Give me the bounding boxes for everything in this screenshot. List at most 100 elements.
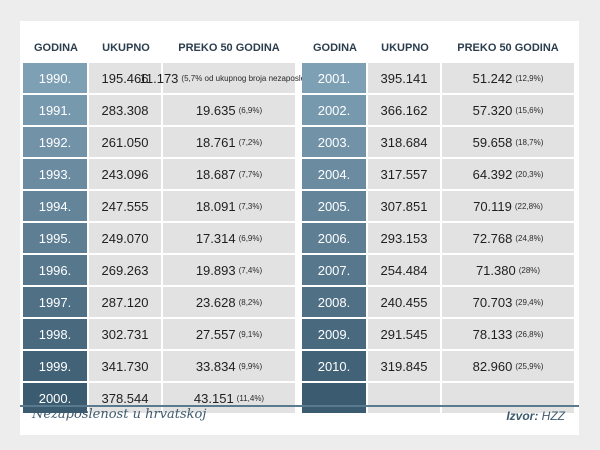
over50-cell: 23.628 (8,2%) xyxy=(163,287,295,317)
year-cell: 2008. xyxy=(302,287,368,317)
total-cell: 254.484 xyxy=(368,255,442,285)
over50-value: 51.242 xyxy=(472,70,513,86)
empty-year-cell xyxy=(302,383,368,413)
over50-percent: (9,9%) xyxy=(238,361,263,371)
footer-divider xyxy=(20,405,579,407)
year-cell: 2003. xyxy=(302,127,368,157)
year-cell: 1995. xyxy=(23,223,89,253)
over50-value: 71.380 xyxy=(475,262,516,278)
source-label: Izvor: xyxy=(506,409,539,423)
total-cell: 319.845 xyxy=(368,351,442,381)
over50-percent: (24,8%) xyxy=(515,233,544,243)
year-cell: 1994. xyxy=(23,191,89,221)
over50-cell: 57.320 (15,6%) xyxy=(442,95,574,125)
source-value: HZZ xyxy=(541,409,565,423)
over50-cell: 19.893 (7,4%) xyxy=(163,255,295,285)
over50-cell: 17.314 (6,9%) xyxy=(163,223,295,253)
year-cell: 2007. xyxy=(302,255,368,285)
year-cell: 2009. xyxy=(302,319,368,349)
over50-cell: 71.380 (28%) xyxy=(442,255,574,285)
over50-cell: 64.392 (20,3%) xyxy=(442,159,574,189)
over50-value: 11.173 xyxy=(139,70,179,86)
over50-value: 33.834 xyxy=(195,358,236,374)
column-header: PREKO 50 GODINA xyxy=(442,34,574,61)
over50-percent: (26,8%) xyxy=(515,329,544,339)
over50-percent: (22,8%) xyxy=(514,201,543,211)
over50-note: (5,7% od ukupnog broja nezaposlenih) xyxy=(181,73,319,83)
total-cell: 195.466 xyxy=(89,63,163,93)
over50-percent: (20,3%) xyxy=(515,169,544,179)
total-cell: 302.731 xyxy=(89,319,163,349)
column-header: GODINA xyxy=(302,34,368,61)
total-cell: 366.162 xyxy=(368,95,442,125)
over50-value: 18.761 xyxy=(195,134,236,150)
total-cell: 307.851 xyxy=(368,191,442,221)
over50-value: 78.133 xyxy=(472,326,513,342)
year-cell: 1998. xyxy=(23,319,89,349)
over50-cell: 72.768 (24,8%) xyxy=(442,223,574,253)
total-cell: 293.153 xyxy=(368,223,442,253)
over50-value: 59.658 xyxy=(472,134,513,150)
year-cell: 2010. xyxy=(302,351,368,381)
total-cell: 240.455 xyxy=(368,287,442,317)
unemployment-table-card: GODINA UKUPNO PREKO 50 GODINA 1990. 195.466 1… xyxy=(20,21,579,435)
over50-value: 43.151 xyxy=(193,390,234,406)
column-header: GODINA xyxy=(23,34,89,61)
total-cell: 318.684 xyxy=(368,127,442,157)
over50-percent: (18,7%) xyxy=(515,137,544,147)
source-note: Izvor: HZZ xyxy=(506,409,565,423)
over50-value: 57.320 xyxy=(472,102,513,118)
year-cell: 1996. xyxy=(23,255,89,285)
over50-value: 19.635 xyxy=(195,102,236,118)
year-cell: 2000. xyxy=(23,383,89,413)
over50-cell: 18.761 (7,2%) xyxy=(163,127,295,157)
table-right-half: GODINA UKUPNO PREKO 50 GODINA 2001. 395.141 5… xyxy=(302,34,574,413)
year-cell: 2005. xyxy=(302,191,368,221)
over50-value: 72.768 xyxy=(472,230,513,246)
year-cell: 1993. xyxy=(23,159,89,189)
over50-cell: 70.119 (22,8%) xyxy=(442,191,574,221)
total-cell: 378.544 xyxy=(89,383,163,413)
over50-value: 17.314 xyxy=(195,230,236,246)
empty-cell xyxy=(442,383,574,413)
over50-value: 23.628 xyxy=(195,294,236,310)
empty-cell xyxy=(368,383,442,413)
total-cell: 243.096 xyxy=(89,159,163,189)
over50-value: 64.392 xyxy=(472,166,513,182)
total-cell: 287.120 xyxy=(89,287,163,317)
over50-value: 70.703 xyxy=(472,294,513,310)
over50-value: 27.557 xyxy=(195,326,236,342)
over50-percent: (11,4%) xyxy=(236,393,265,403)
over50-cell: 82.960 (25,9%) xyxy=(442,351,574,381)
over50-cell: 19.635 (6,9%) xyxy=(163,95,295,125)
over50-cell: 43.151 (11,4%) xyxy=(163,383,295,413)
over50-percent: (15,6%) xyxy=(515,105,544,115)
over50-cell: 18.091 (7,3%) xyxy=(163,191,295,221)
over50-value: 18.687 xyxy=(195,166,236,182)
total-cell: 395.141 xyxy=(368,63,442,93)
year-cell: 2001. xyxy=(302,63,368,93)
table-left-half: GODINA UKUPNO PREKO 50 GODINA 1990. 195.466 1… xyxy=(23,34,318,413)
year-cell: 1990. xyxy=(23,63,89,93)
over50-value: 82.960 xyxy=(472,358,513,374)
over50-cell: 33.834 (9,9%) xyxy=(163,351,295,381)
over50-percent: (7,2%) xyxy=(238,137,263,147)
total-cell: 291.545 xyxy=(368,319,442,349)
total-cell: 341.730 xyxy=(89,351,163,381)
table-caption: Nezaposlenost u hrvatskoj xyxy=(32,407,207,422)
column-header: PREKO 50 GODINA xyxy=(163,34,295,61)
over50-percent: (28%) xyxy=(518,265,541,275)
year-cell: 1999. xyxy=(23,351,89,381)
column-header: UKUPNO xyxy=(89,34,163,61)
over50-value: 70.119 xyxy=(473,198,512,214)
over50-percent: (25,9%) xyxy=(515,361,544,371)
over50-cell: 11.173 (5,7% od ukupnog broja nezaposleni… xyxy=(140,63,318,93)
year-cell: 1997. xyxy=(23,287,89,317)
year-cell: 1991. xyxy=(23,95,89,125)
total-cell: 249.070 xyxy=(89,223,163,253)
over50-cell: 78.133 (26,8%) xyxy=(442,319,574,349)
total-cell: 247.555 xyxy=(89,191,163,221)
over50-cell: 70.703 (29,4%) xyxy=(442,287,574,317)
total-cell: 317.557 xyxy=(368,159,442,189)
year-cell: 2006. xyxy=(302,223,368,253)
